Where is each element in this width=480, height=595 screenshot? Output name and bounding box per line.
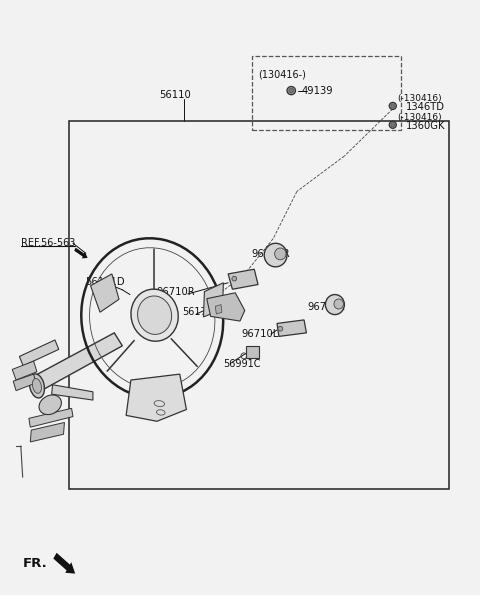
Ellipse shape <box>278 327 283 331</box>
Ellipse shape <box>138 296 172 334</box>
Text: 96710L: 96710L <box>241 329 279 339</box>
Polygon shape <box>29 408 73 427</box>
Ellipse shape <box>389 102 396 109</box>
Ellipse shape <box>39 395 61 415</box>
Ellipse shape <box>391 123 395 127</box>
Ellipse shape <box>29 374 45 398</box>
Ellipse shape <box>391 104 395 108</box>
Text: 96720R: 96720R <box>252 249 290 259</box>
Polygon shape <box>277 320 306 336</box>
Polygon shape <box>228 269 258 289</box>
Ellipse shape <box>334 299 343 309</box>
Text: (-130416): (-130416) <box>397 94 442 103</box>
Polygon shape <box>207 293 245 321</box>
Polygon shape <box>12 361 37 380</box>
Ellipse shape <box>131 289 178 342</box>
Text: REF.56-563: REF.56-563 <box>21 238 75 248</box>
Polygon shape <box>29 333 122 393</box>
Polygon shape <box>204 283 223 317</box>
Polygon shape <box>30 422 64 442</box>
Bar <box>69 121 449 489</box>
Polygon shape <box>216 305 222 314</box>
Text: FR.: FR. <box>23 558 48 571</box>
Text: (-130416): (-130416) <box>397 113 442 122</box>
FancyArrow shape <box>74 248 87 258</box>
Ellipse shape <box>389 121 396 129</box>
Polygon shape <box>126 374 186 421</box>
Text: 1346TD: 1346TD <box>406 102 445 111</box>
Bar <box>252 56 401 130</box>
Text: 96710R: 96710R <box>156 287 195 296</box>
Ellipse shape <box>232 276 237 281</box>
Ellipse shape <box>33 378 41 393</box>
Text: 56991C: 56991C <box>223 359 261 368</box>
Text: 56171: 56171 <box>182 307 213 317</box>
Ellipse shape <box>289 88 294 93</box>
Ellipse shape <box>325 295 344 315</box>
Bar <box>246 346 259 358</box>
Ellipse shape <box>287 86 296 95</box>
Ellipse shape <box>275 248 286 260</box>
Ellipse shape <box>264 243 287 267</box>
Polygon shape <box>91 274 119 312</box>
Polygon shape <box>19 340 59 366</box>
Polygon shape <box>13 374 36 391</box>
FancyArrow shape <box>53 553 75 574</box>
Text: 96720L: 96720L <box>307 302 345 312</box>
Text: 56111D: 56111D <box>85 277 125 287</box>
Text: 1360GK: 1360GK <box>406 121 445 131</box>
Text: 49139: 49139 <box>301 86 333 96</box>
Polygon shape <box>52 385 93 400</box>
Text: 56110: 56110 <box>159 90 191 101</box>
Text: (130416-): (130416-) <box>258 70 306 80</box>
